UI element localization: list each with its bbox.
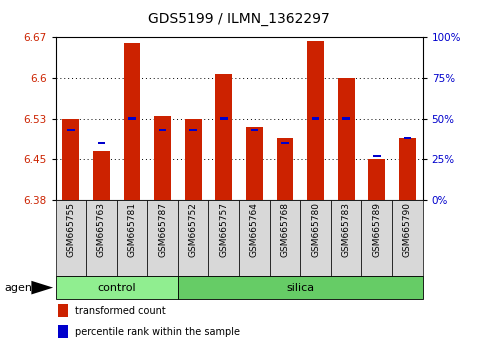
Bar — [220, 117, 227, 120]
Text: GSM665787: GSM665787 — [158, 202, 167, 257]
Polygon shape — [31, 281, 53, 295]
Bar — [62, 119, 79, 200]
Bar — [93, 150, 110, 200]
Bar — [147, 200, 178, 276]
Bar — [403, 137, 411, 139]
Text: GSM665763: GSM665763 — [97, 202, 106, 257]
Bar — [56, 276, 178, 299]
Bar — [98, 142, 105, 144]
Bar — [124, 42, 141, 200]
Bar — [178, 276, 423, 299]
Bar — [251, 129, 258, 131]
Bar — [312, 117, 319, 120]
Bar — [392, 200, 423, 276]
Text: agent: agent — [5, 282, 37, 293]
Text: GDS5199 / ILMN_1362297: GDS5199 / ILMN_1362297 — [148, 12, 330, 27]
Text: GSM665781: GSM665781 — [128, 202, 137, 257]
Text: GSM665789: GSM665789 — [372, 202, 381, 257]
Bar — [281, 142, 289, 144]
Bar — [342, 117, 350, 120]
Text: silica: silica — [286, 282, 314, 293]
Bar — [338, 78, 355, 200]
Bar — [300, 200, 331, 276]
Bar — [270, 200, 300, 276]
Bar — [361, 200, 392, 276]
Text: GSM665764: GSM665764 — [250, 202, 259, 257]
Text: control: control — [98, 282, 136, 293]
Bar — [117, 200, 147, 276]
Bar — [307, 41, 324, 200]
Text: GSM665752: GSM665752 — [189, 202, 198, 257]
Bar — [56, 200, 86, 276]
Bar — [185, 119, 201, 200]
Bar — [178, 200, 209, 276]
Bar — [215, 74, 232, 200]
Bar — [189, 129, 197, 131]
Bar — [128, 117, 136, 120]
Text: GSM665790: GSM665790 — [403, 202, 412, 257]
Text: GSM665783: GSM665783 — [341, 202, 351, 257]
Bar — [154, 116, 171, 200]
Bar — [239, 200, 270, 276]
Bar — [369, 159, 385, 200]
Text: percentile rank within the sample: percentile rank within the sample — [75, 327, 240, 337]
Text: GSM665780: GSM665780 — [311, 202, 320, 257]
Bar — [373, 155, 381, 157]
Bar — [399, 138, 416, 200]
Text: transformed count: transformed count — [75, 306, 166, 316]
Text: GSM665755: GSM665755 — [66, 202, 75, 257]
Bar — [86, 200, 117, 276]
Bar — [331, 200, 361, 276]
Bar — [159, 129, 167, 131]
Bar — [58, 325, 69, 338]
Text: GSM665768: GSM665768 — [281, 202, 289, 257]
Bar — [277, 138, 293, 200]
Bar — [209, 200, 239, 276]
Bar — [246, 127, 263, 200]
Bar — [58, 304, 69, 317]
Text: GSM665757: GSM665757 — [219, 202, 228, 257]
Bar — [67, 129, 75, 131]
